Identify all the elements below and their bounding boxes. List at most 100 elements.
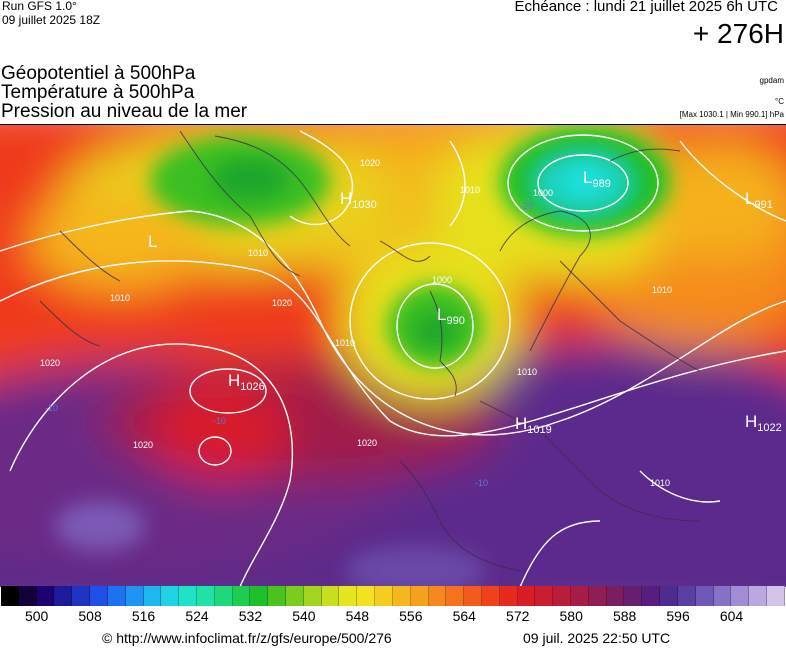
pressure-center-0: L989	[583, 168, 611, 190]
coastlines	[39, 130, 701, 572]
isobar-label-0: 1010	[110, 293, 130, 303]
colorbar-cell-27	[481, 586, 500, 606]
colorbar-cell-26	[464, 586, 482, 606]
colorbar-cell-10	[179, 586, 197, 606]
title-pressure: Pression au niveau de la mer	[1, 101, 248, 122]
colorbar-cell-21	[375, 586, 393, 606]
colorbar-cell-5	[90, 586, 108, 606]
colorbar-cell-35	[624, 586, 643, 606]
colorbar-cell-37	[660, 586, 678, 606]
colorbar-label-580: 580	[559, 608, 583, 624]
colorbar-label-508: 508	[78, 608, 102, 624]
weather-map: L989 L991 H1030 L L990 H1026 H1019 H1022 1010 10…	[0, 124, 786, 587]
isobar-label-9: 1010	[517, 367, 537, 377]
temperature-label-1: -10	[45, 403, 58, 413]
colorbar-cell-18	[321, 586, 340, 606]
colorbar-cell-31	[553, 586, 571, 606]
echeance-label: Echéance : lundi 21 juillet 2025 6h UTC	[514, 0, 779, 15]
isobar-label-12: 1020	[360, 158, 380, 168]
colorbar-labels: 500 508 516 524 532 540 548 556 564 572 580 588 596 6…	[0, 608, 786, 626]
colorbar-cell-3	[54, 586, 73, 606]
pressure-center-3: L	[148, 232, 157, 251]
colorbar-cell-43	[766, 586, 785, 606]
colorbar-cell-29	[517, 586, 536, 606]
colorbar-cell-0	[1, 586, 19, 606]
colorbar-cell-15	[268, 586, 286, 606]
colorbar	[1, 586, 785, 606]
colorbar-label-572: 572	[506, 608, 530, 624]
colorbar-cell-7	[125, 586, 144, 606]
isobar-label-8: 1000	[432, 275, 452, 285]
colorbar-label-540: 540	[292, 608, 316, 624]
colorbar-cell-14	[250, 586, 269, 606]
isobar-label-5: 1010	[335, 338, 355, 348]
colorbar-cell-1	[18, 586, 37, 606]
run-date: 09 juillet 2025 18Z	[2, 13, 101, 27]
colorbar-cell-36	[642, 586, 661, 606]
isobar-label-10: 1010	[652, 285, 672, 295]
colorbar-cell-32	[571, 586, 589, 606]
colorbar-label-596: 596	[666, 608, 690, 624]
colorbar-cell-40	[713, 586, 732, 606]
colorbar-cell-17	[303, 586, 322, 606]
pressure-center-1: L991	[745, 189, 773, 211]
isobar-label-7: 1000	[533, 188, 553, 198]
isobar-value-labels: 1010 1020 1020 1020 1020 1010 1010 1000 1000 1010…	[40, 158, 672, 488]
pressure-range: [Max 1030.1 | Min 990.1] hPa	[679, 110, 784, 119]
colorbar-cell-33	[588, 586, 607, 606]
colorbar-cell-25	[446, 586, 465, 606]
colorbar-cell-28	[499, 586, 518, 606]
isobars	[0, 130, 786, 587]
temperature-label-2: -20	[520, 201, 533, 211]
colorbar-cell-23	[410, 586, 429, 606]
colorbar-cell-24	[428, 586, 447, 606]
forecast-hours: + 276H	[692, 18, 784, 49]
colorbar-cell-39	[695, 586, 714, 606]
low-centers-field	[55, 126, 670, 587]
pressure-center-7: H1022	[745, 412, 782, 434]
colorbar-label-548: 548	[345, 608, 370, 624]
pressure-center-6: H1019	[515, 414, 552, 436]
source-url[interactable]: © http://www.infoclimat.fr/z/gfs/europe/…	[102, 630, 392, 646]
colorbar-cell-9	[161, 586, 180, 606]
colorbar-cell-38	[677, 586, 696, 606]
pressure-center-5: H1026	[228, 371, 265, 393]
title-geopotential: Géopotentiel à 500hPa	[1, 63, 196, 84]
colorbar-cell-22	[392, 586, 411, 606]
temperature-label-0: -10	[213, 416, 226, 426]
colorbar-cell-12	[214, 586, 233, 606]
pressure-center-4: L990	[437, 305, 465, 327]
colorbar-label-500: 500	[24, 608, 49, 624]
colorbar-cell-19	[339, 586, 358, 606]
colorbar-cell-30	[535, 586, 554, 606]
colorbar-label-564: 564	[452, 608, 476, 624]
title-temperature: Température à 500hPa	[1, 82, 195, 103]
colorbar-cell-34	[606, 586, 625, 606]
temperature-value-labels: -10 -10 -20 -10	[45, 201, 533, 488]
isobar-label-6: 1010	[460, 185, 480, 195]
colorbar-cell-4	[72, 586, 91, 606]
isobar-label-1: 1020	[40, 358, 60, 368]
colorbar-label-588: 588	[612, 608, 637, 624]
colorbar-cell-2	[36, 586, 55, 606]
colorbar-cell-41	[731, 586, 750, 606]
colorbar-cell-42	[749, 586, 767, 606]
colorbar-cell-11	[196, 586, 215, 606]
temperature-label-3: -10	[475, 478, 488, 488]
colorbar-cell-16	[286, 586, 304, 606]
run-label: Run GFS 1.0°	[2, 0, 77, 13]
isobar-label-13: 1010	[248, 248, 268, 258]
colorbar-label-516: 516	[131, 608, 156, 624]
pressure-center-2: H1030	[340, 189, 377, 211]
colorbar-label-556: 556	[399, 608, 423, 624]
colorbar-label-532: 532	[238, 608, 263, 624]
colorbar-cell-8	[143, 586, 162, 606]
isobar-label-11: 1010	[650, 478, 670, 488]
unit-geopotential: gpdam	[759, 76, 784, 85]
pressure-center-labels: L989 L991 H1030 L L990 H1026 H1019 H1022	[148, 168, 782, 436]
isobar-label-2: 1020	[133, 440, 153, 450]
colorbar-label-524: 524	[185, 608, 209, 624]
generated-time: 09 juil. 2025 22:50 UTC	[523, 630, 671, 646]
isobar-label-4: 1020	[357, 438, 377, 448]
